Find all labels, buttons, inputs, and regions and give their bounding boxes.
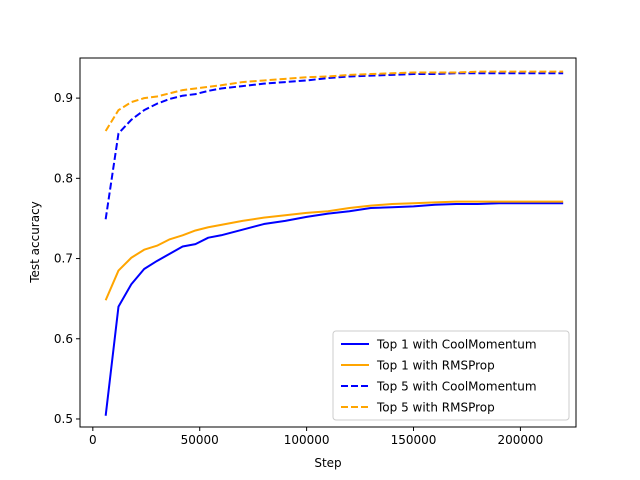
y-tick-label: 0.7: [54, 252, 73, 266]
legend-label-3: Top 5 with CoolMomentum: [376, 380, 537, 394]
x-tick-label: 0: [89, 433, 97, 447]
series-layer: [104, 70, 564, 416]
plot-frame: [79, 57, 577, 428]
legend-box: [332, 330, 570, 421]
series-line-3: [104, 72, 564, 220]
y-axis-label: Test accuracy: [28, 201, 42, 284]
series-line-2: [104, 200, 564, 301]
x-tick-label: 150000: [391, 433, 437, 447]
y-tick-label: 0.5: [54, 412, 73, 426]
x-tick-label: 100000: [284, 433, 330, 447]
y-axis: 0.5 0.6 0.7 0.8 0.9: [54, 91, 80, 426]
legend-label-4: Top 5 with RMSProp: [376, 401, 495, 415]
y-tick-label: 0.9: [54, 91, 73, 105]
series-line-1: [104, 202, 564, 416]
x-axis-label: Step: [314, 456, 341, 470]
legend: Top 1 with CoolMomentum Top 1 with RMSPro…: [332, 330, 570, 421]
series-line-4: [104, 70, 564, 132]
legend-label-1: Top 1 with CoolMomentum: [376, 338, 537, 352]
y-tick-label: 0.6: [54, 332, 73, 346]
y-tick-label: 0.8: [54, 171, 73, 185]
legend-label-2: Top 1 with RMSProp: [376, 359, 495, 373]
x-axis: 0 50000 100000 150000 200000: [89, 427, 543, 447]
x-tick-label: 200000: [498, 433, 544, 447]
x-tick-label: 50000: [181, 433, 219, 447]
